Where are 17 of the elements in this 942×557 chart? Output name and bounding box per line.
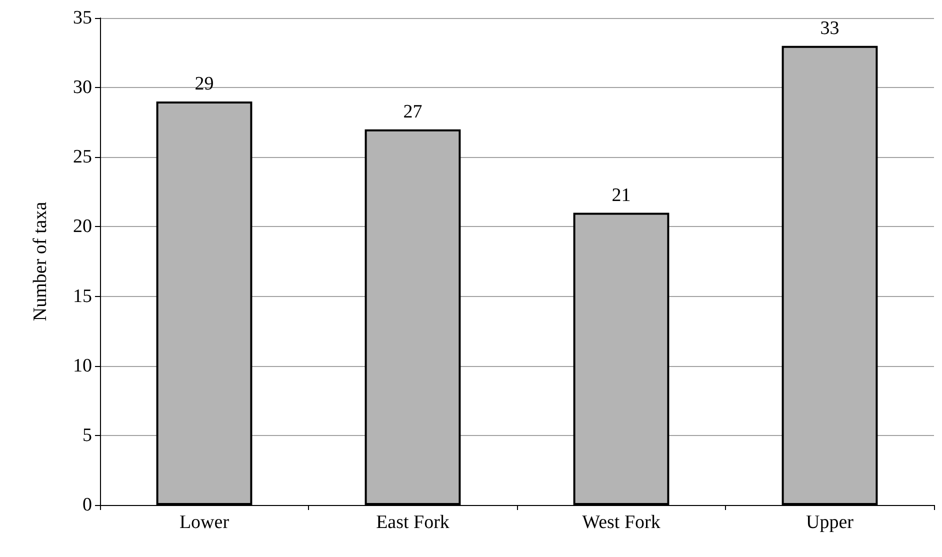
y-tick-label: 5 [82, 424, 92, 446]
y-axis-title: Number of taxa [30, 201, 51, 322]
data-label: 21 [612, 184, 631, 206]
y-tick-label: 35 [73, 8, 92, 28]
y-tick-label: 25 [73, 146, 92, 168]
y-tick-label: 0 [82, 494, 92, 516]
y-tick-label: 15 [73, 286, 92, 307]
x-tick-label: Upper [806, 512, 854, 533]
data-label: 33 [820, 18, 840, 39]
x-tick-label: Lower [179, 512, 230, 533]
x-tick-label: West Fork [582, 512, 661, 533]
y-tick-label: 20 [73, 216, 92, 238]
y-tick-label: 30 [73, 77, 92, 98]
data-label: 27 [403, 101, 422, 122]
x-tick-label: East Fork [376, 512, 450, 533]
y-tick-label: 10 [73, 355, 92, 376]
data-label: 29 [194, 73, 214, 94]
